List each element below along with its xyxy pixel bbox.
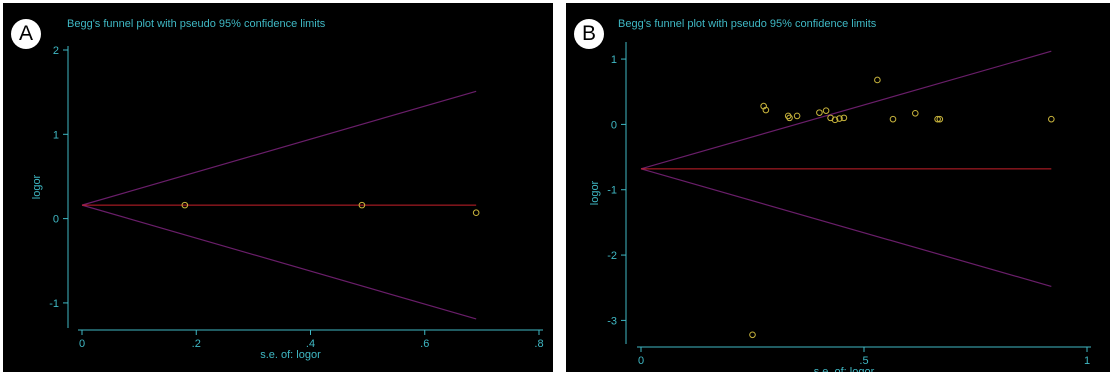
panel-label-badge: B bbox=[574, 19, 604, 49]
x-tick-label: .8 bbox=[534, 338, 543, 350]
y-tick-label: -3 bbox=[607, 315, 617, 327]
study-point bbox=[840, 114, 848, 122]
y-tick-label: -1 bbox=[49, 298, 59, 310]
x-axis-title: s.e. of: logor bbox=[260, 349, 321, 361]
x-tick-label: 0 bbox=[638, 355, 644, 367]
x-tick-label: .4 bbox=[306, 338, 315, 350]
study-point bbox=[816, 109, 823, 116]
chart-title: Begg's funnel plot with pseudo 95% confi… bbox=[618, 18, 877, 30]
y-axis-title: logor bbox=[31, 174, 43, 199]
study-point bbox=[874, 76, 881, 84]
x-axis-title: s.e. of: logor bbox=[814, 366, 875, 372]
y-tick-label: 0 bbox=[611, 119, 617, 131]
y-tick-label: 1 bbox=[611, 54, 617, 66]
upper-confidence-limit-line bbox=[81, 90, 477, 206]
study-point bbox=[836, 115, 843, 122]
funnel-plot-panel-b: B Begg's funnel plot with pseudo 95% con… bbox=[566, 3, 1110, 372]
x-tick-label: .6 bbox=[420, 338, 429, 350]
study-point bbox=[831, 116, 839, 124]
funnel-plot-a-canvas: -1 0 1 2 0 .2 .4 .6 .8 s.e. of: logor logor bbox=[31, 45, 544, 361]
chart-title: Begg's funnel plot with pseudo 95% confi… bbox=[67, 18, 326, 30]
x-tick-label: .5 bbox=[859, 355, 868, 367]
study-point bbox=[793, 112, 801, 120]
lower-confidence-limit-line bbox=[81, 204, 477, 320]
study-point bbox=[1048, 115, 1055, 123]
lower-confidence-limit-line bbox=[640, 168, 1052, 288]
upper-confidence-limit-line bbox=[640, 50, 1052, 170]
study-point bbox=[934, 115, 941, 123]
study-point bbox=[911, 109, 919, 117]
study-point bbox=[472, 209, 480, 217]
funnel-plot-b-canvas: -3 -2 -1 0 1 0 .5 1 s.e. of: logor logor bbox=[589, 42, 1091, 372]
y-axis-title: logor bbox=[589, 180, 601, 205]
study-point bbox=[181, 201, 189, 209]
y-tick-label: -2 bbox=[607, 250, 617, 262]
funnel-plot-panel-a: A Begg's funnel plot with pseudo 95% con… bbox=[3, 3, 553, 372]
study-point bbox=[889, 115, 897, 123]
y-tick-label: 0 bbox=[53, 214, 59, 226]
x-tick-label: 0 bbox=[79, 338, 85, 350]
study-point bbox=[936, 115, 944, 123]
study-point bbox=[749, 331, 756, 339]
study-point bbox=[822, 107, 830, 114]
study-point bbox=[786, 114, 793, 122]
study-point bbox=[762, 106, 770, 114]
x-tick-label: .2 bbox=[192, 338, 201, 350]
y-tick-label: 1 bbox=[53, 129, 59, 141]
y-tick-label: 2 bbox=[53, 45, 59, 57]
x-tick-label: 1 bbox=[1084, 355, 1090, 367]
study-point bbox=[358, 201, 366, 209]
y-tick-label: -1 bbox=[607, 185, 617, 197]
panel-label-badge: A bbox=[11, 19, 41, 49]
